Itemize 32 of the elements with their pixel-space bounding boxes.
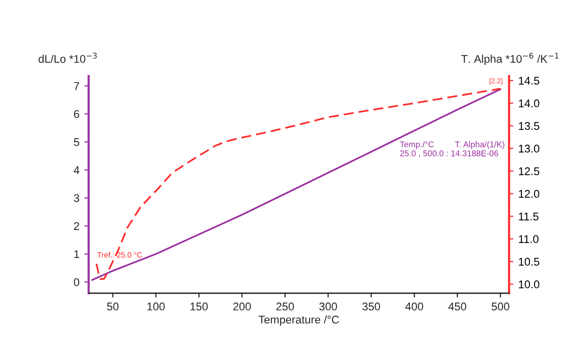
x-tick-label: 450 xyxy=(448,302,466,310)
y-tick-label: 1 xyxy=(74,250,80,258)
x-tick-label: 500 xyxy=(492,302,510,310)
y2-tick-label: 14.5 xyxy=(518,76,540,85)
y2-tick-label: 10.0 xyxy=(518,280,540,288)
x-tick-label: 300 xyxy=(319,302,337,310)
y-tick-label: 6 xyxy=(74,110,80,118)
y2-tick-label: 10.5 xyxy=(518,258,540,266)
x-tick-label: 250 xyxy=(276,302,294,310)
y-tick-label: 4 xyxy=(74,166,80,174)
annotation: Temp./°C T. Alpha/(1/K) 25.0 , 500.0 : 14.3188E-06 xyxy=(400,141,504,158)
y2-tick-label: 11.0 xyxy=(518,235,538,244)
x-tick-label: 400 xyxy=(405,302,424,310)
y-axis-title: dL/Lo *10$^{−3}$ xyxy=(38,52,97,63)
x-tick-label: 50 xyxy=(107,302,119,310)
y-tick-label: 7 xyxy=(74,82,80,90)
y2-tick-label: 14.0 xyxy=(518,99,540,108)
y-tick-label: 0 xyxy=(74,278,80,286)
y-tick-label: 2 xyxy=(74,222,80,230)
y2-tick-label: 11.5 xyxy=(518,212,538,220)
y2-tick-label: 12.5 xyxy=(518,167,540,176)
x-tick-label: 350 xyxy=(362,302,380,310)
y2-tick-label: 13.5 xyxy=(518,122,540,130)
x-tick-label: 150 xyxy=(190,302,208,310)
y-tick-label: 3 xyxy=(74,194,80,202)
x-tick-label: 100 xyxy=(147,302,165,310)
x-axis-title: Temperature /°C xyxy=(258,315,339,326)
y2-tick-label: 13.0 xyxy=(518,144,540,153)
x-tick-label: 200 xyxy=(233,302,251,310)
y-tick-label: 5 xyxy=(74,138,80,146)
y2-tick-label: 12.0 xyxy=(518,190,540,198)
y2-axis-title: T. Alpha *10$^{−6}$ /K$^{−1}$ xyxy=(461,52,558,66)
